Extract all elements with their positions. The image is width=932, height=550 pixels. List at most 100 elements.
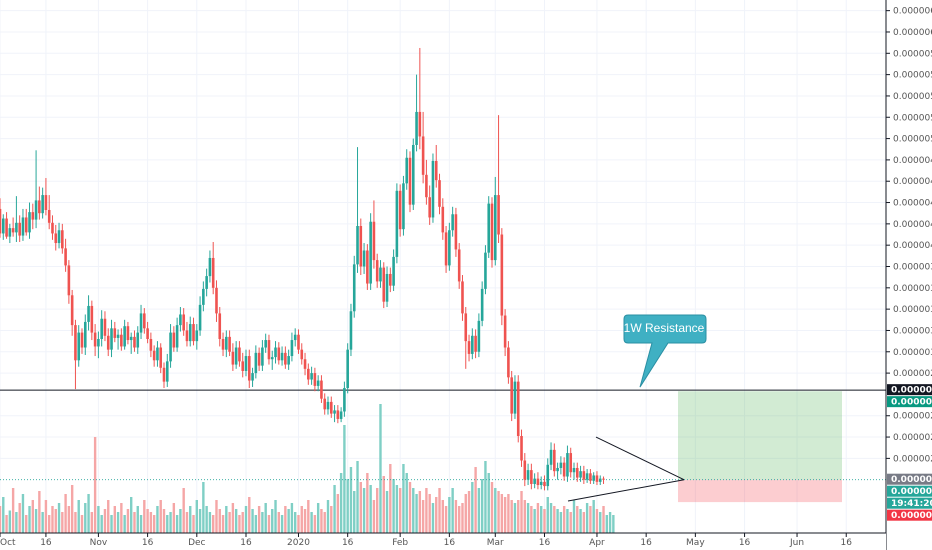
price-tick-label: 0.00000220 bbox=[893, 433, 932, 443]
candle-body bbox=[326, 401, 330, 410]
candle-body bbox=[70, 295, 74, 326]
volume-bar bbox=[523, 500, 526, 533]
volume-bar bbox=[356, 461, 359, 533]
volume-bar bbox=[520, 491, 523, 533]
candle-body bbox=[313, 373, 317, 386]
volume-bar bbox=[228, 512, 231, 533]
candle-body bbox=[202, 288, 205, 305]
candle-body bbox=[113, 328, 117, 338]
volume-bar bbox=[412, 488, 415, 533]
candle-body bbox=[352, 264, 356, 312]
volume-bar bbox=[530, 506, 533, 533]
candle-body bbox=[238, 347, 241, 362]
volume-bar bbox=[451, 488, 454, 533]
candle-body bbox=[129, 336, 133, 341]
candle-body bbox=[205, 276, 208, 289]
target-zone bbox=[678, 391, 842, 480]
candle-body bbox=[480, 288, 484, 321]
volume-bar bbox=[297, 515, 300, 533]
candle-body bbox=[369, 221, 372, 284]
candle-body bbox=[93, 332, 97, 347]
callout-box[interactable] bbox=[623, 314, 707, 388]
volume-bar bbox=[333, 485, 336, 533]
price-tag-label: 0.00000263 bbox=[891, 398, 932, 408]
candle-body bbox=[395, 190, 399, 257]
candle-body bbox=[533, 478, 536, 484]
candle-body bbox=[320, 380, 323, 399]
price-tick-label: 0.00000300 bbox=[893, 348, 932, 358]
volume-bar bbox=[70, 485, 74, 533]
candle-body bbox=[234, 347, 238, 365]
volume-bar bbox=[21, 494, 25, 533]
volume-bar bbox=[195, 500, 198, 533]
volume-bar bbox=[379, 404, 382, 533]
volume-bar bbox=[205, 506, 208, 533]
time-tick-label: Dec bbox=[188, 538, 205, 548]
volume-bar bbox=[543, 509, 546, 533]
volume-bar bbox=[471, 482, 474, 533]
candle-body bbox=[133, 336, 136, 348]
volume-bar bbox=[313, 515, 317, 533]
volume-bar bbox=[28, 506, 31, 533]
volume-bar bbox=[303, 509, 307, 533]
resistance-callout[interactable]: 1W Resistance bbox=[623, 314, 707, 388]
volume-bar bbox=[503, 497, 507, 533]
candle-body bbox=[1, 218, 5, 234]
candle-body bbox=[487, 203, 491, 253]
candle-body bbox=[303, 359, 307, 369]
candle-body bbox=[336, 410, 340, 419]
volume-bar bbox=[336, 494, 340, 533]
volume-bar bbox=[44, 500, 48, 533]
price-tick-label: 0.00000580 bbox=[893, 49, 932, 59]
candle-body bbox=[225, 336, 228, 350]
candle-body bbox=[451, 214, 454, 231]
volume-bar bbox=[238, 515, 241, 533]
volume-bar bbox=[576, 506, 579, 533]
triangle-lower-line bbox=[567, 479, 685, 502]
volume-bar bbox=[438, 488, 441, 533]
candle-body bbox=[553, 449, 556, 472]
volume-bar bbox=[126, 509, 130, 533]
candle-body bbox=[585, 473, 589, 480]
candle-body bbox=[362, 250, 366, 267]
time-axis[interactable]: Oct 16 Nov 16 Dec 16 2020 16 Feb 16 Mar 16 Apr 16 May 1… bbox=[0, 532, 886, 550]
candle-body bbox=[339, 411, 343, 419]
volume-bar bbox=[264, 503, 267, 533]
candle-body bbox=[536, 478, 540, 486]
candle-body bbox=[159, 347, 163, 368]
candle-body bbox=[126, 326, 130, 341]
candle-body bbox=[389, 273, 392, 286]
volume-bar bbox=[234, 509, 238, 533]
candles bbox=[0, 47, 605, 491]
candle-body bbox=[579, 471, 582, 478]
price-axis[interactable]: 0.00000620 0.00000600 0.00000580 0.00000560… bbox=[885, 0, 932, 550]
candle-body bbox=[572, 467, 576, 473]
drawings[interactable] bbox=[567, 436, 685, 502]
candle-body bbox=[290, 340, 294, 357]
volume-bar bbox=[215, 500, 218, 533]
time-tick-label: 16 bbox=[240, 538, 252, 548]
volume-bar bbox=[546, 497, 549, 533]
volume-bar bbox=[225, 506, 228, 533]
volume-bar bbox=[480, 479, 484, 533]
candle-body bbox=[493, 195, 497, 261]
candle-body bbox=[169, 332, 172, 362]
time-tick-label: 16 bbox=[539, 538, 551, 548]
volume-bar bbox=[366, 473, 369, 533]
candle-body bbox=[218, 313, 222, 339]
time-tick-label: 16 bbox=[841, 538, 853, 548]
volume-bar bbox=[605, 515, 608, 533]
long-position[interactable] bbox=[678, 391, 842, 503]
candle-body bbox=[74, 325, 77, 361]
candle-body bbox=[54, 233, 58, 244]
candle-body bbox=[21, 217, 25, 236]
volume-bar bbox=[294, 512, 297, 533]
candle-body bbox=[293, 334, 297, 341]
volume-bar bbox=[116, 512, 120, 533]
candle-body bbox=[149, 338, 153, 351]
volume-bar bbox=[74, 512, 77, 533]
volume-bar bbox=[231, 503, 235, 533]
candle-body bbox=[497, 195, 500, 235]
price-tag-label: 0.00000180 bbox=[891, 475, 932, 485]
candle-body bbox=[526, 470, 530, 480]
